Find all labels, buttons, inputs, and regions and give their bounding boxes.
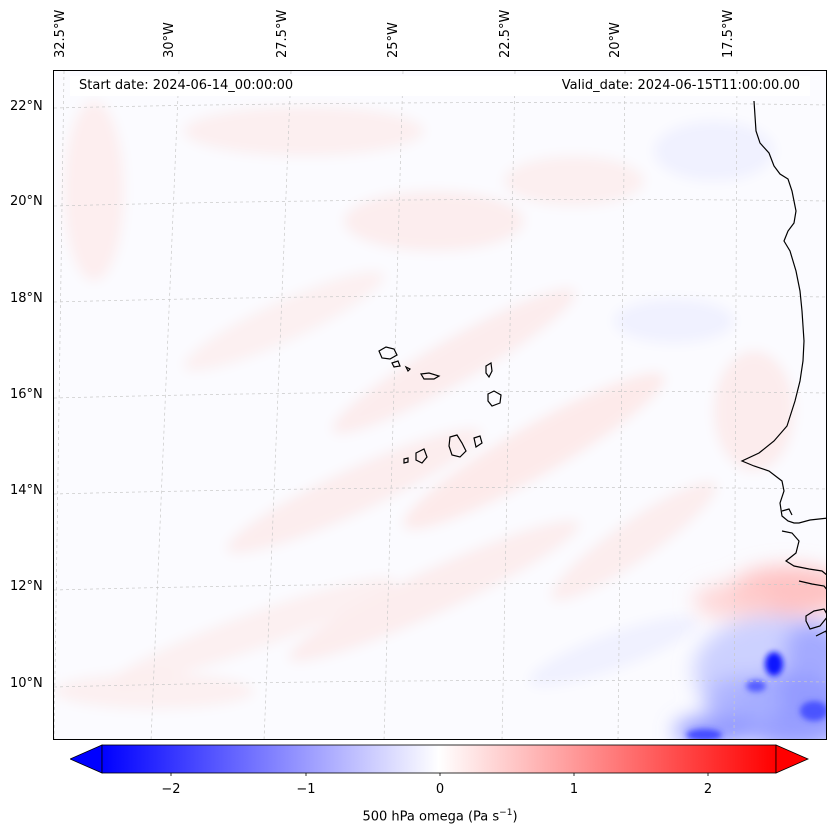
lon-label-22-5w: 22.5°W: [498, 9, 513, 58]
info-bar: [70, 76, 810, 96]
colorbar-tick-neg2: −2: [161, 782, 181, 797]
lon-label-27-5w: 27.5°W: [275, 9, 290, 58]
map-panel: [53, 70, 827, 740]
coastline: [740, 100, 826, 637]
lat-label-18n: 18°N: [10, 291, 43, 306]
colorbar-tick-neg1: −1: [296, 782, 316, 797]
lon-label-25w: 25°W: [386, 22, 401, 58]
lon-label-30w: 30°W: [162, 22, 177, 58]
omega-strong-signal: [674, 566, 826, 739]
lat-label-20n: 20°N: [10, 194, 43, 209]
colorbar-tick-1: 1: [569, 782, 579, 797]
graticule: [54, 71, 826, 739]
colorbar-label-text: 500 hPa omega (Pa s: [362, 809, 500, 825]
lat-label-14n: 14°N: [10, 483, 43, 498]
start-date-text: Start date: 2024-06-14_00:00:00: [79, 78, 294, 93]
lat-label-22n: 22°N: [10, 99, 43, 114]
colorbar-extend-min: [70, 744, 103, 774]
valid-date-text: Valid_date: 2024-06-15T11:00:00.00: [561, 78, 800, 93]
omega-core: [686, 652, 826, 739]
lat-label-12n: 12°N: [10, 579, 43, 594]
lon-label-20w: 20°W: [608, 22, 623, 58]
lon-label-17-5w: 17.5°W: [721, 9, 736, 58]
lat-label-10n: 10°N: [10, 676, 43, 691]
colorbar-tick-2: 2: [703, 782, 713, 797]
colorbar-extend-max: [775, 744, 809, 774]
colorbar: [70, 744, 809, 776]
colorbar-gradient: [101, 744, 777, 774]
colorbar-label-close: ): [512, 809, 518, 825]
colorbar-tick-0: 0: [435, 782, 445, 797]
colorbar-label: 500 hPa omega (Pa s−1): [0, 808, 837, 824]
omega-field-map: [54, 71, 826, 739]
colorbar-tick-marks: [170, 773, 709, 776]
cape-verde-islands: [378, 346, 502, 464]
lat-label-16n: 16°N: [10, 387, 43, 402]
lon-label-32-5w: 32.5°W: [53, 9, 68, 58]
omega-field-background: [54, 71, 826, 739]
colorbar-label-unit-exponent: −1: [499, 808, 513, 818]
